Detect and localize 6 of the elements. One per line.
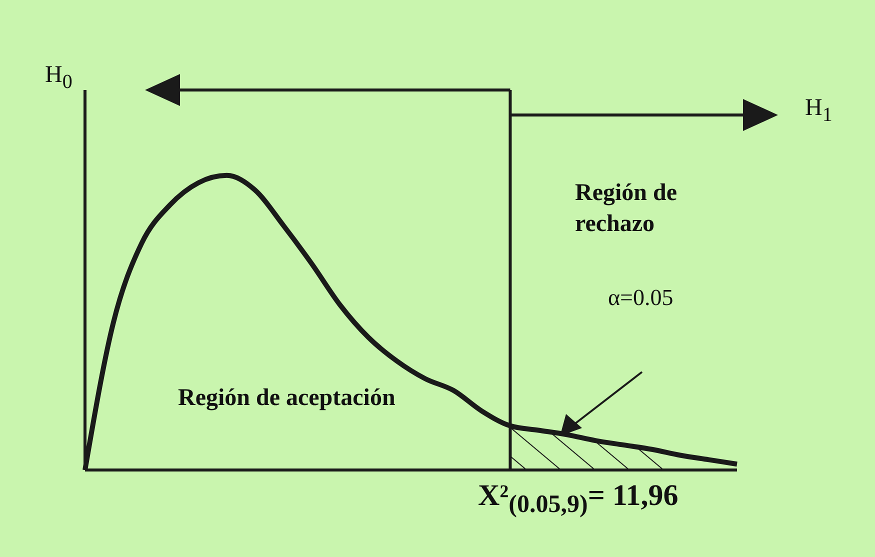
text: H$_{0}$ — [45, 61, 74, 95]
annotation: Región de rechazo — [575, 179, 678, 240]
annotation: Región de aceptación — [178, 384, 396, 413]
text: H$_{1}$ — [805, 94, 834, 128]
annotation: α=0.05 — [608, 284, 674, 312]
text: X²$_{(0.05,9)}$= 11,96 — [478, 478, 680, 520]
